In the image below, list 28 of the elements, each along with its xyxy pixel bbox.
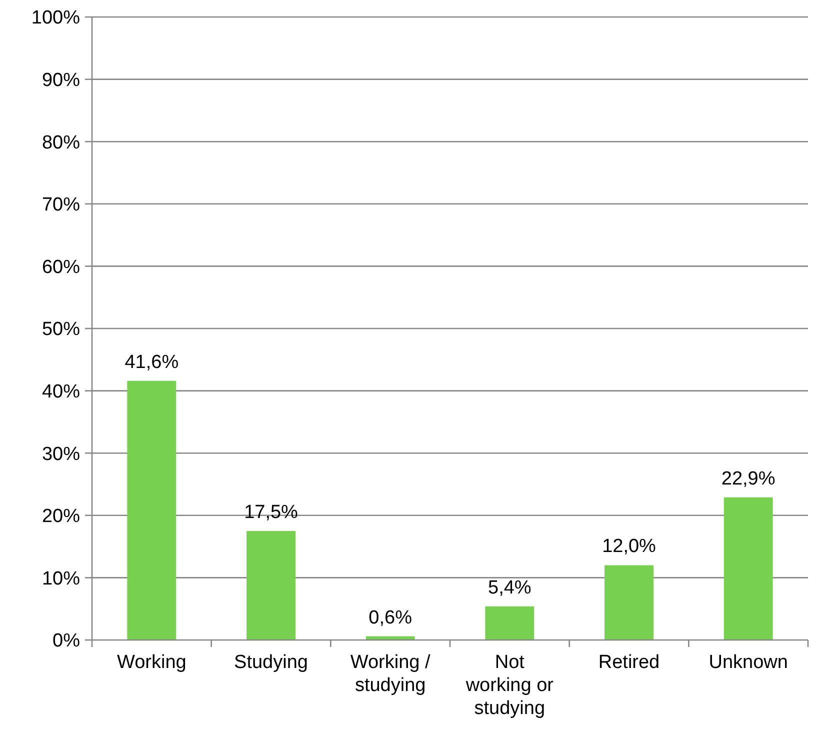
bar xyxy=(485,606,534,640)
y-tick-label: 20% xyxy=(42,506,80,528)
data-label: 41,6% xyxy=(124,352,179,373)
x-tick-label: Retired xyxy=(598,652,660,673)
x-tick-label: Working xyxy=(116,652,186,673)
x-tick-label: Unknown xyxy=(708,652,788,673)
y-tick-label: 90% xyxy=(42,70,80,91)
data-label: 22,9% xyxy=(721,468,776,490)
bar xyxy=(604,565,654,640)
y-tick-label: 50% xyxy=(42,319,80,340)
x-tick-label: Working / studying xyxy=(350,652,431,696)
bar xyxy=(127,380,176,640)
y-tick-label: 30% xyxy=(42,444,80,465)
y-tick-label: 10% xyxy=(42,568,80,590)
y-tick-label: 0% xyxy=(52,630,80,652)
x-tick-label: Studying xyxy=(234,652,308,673)
y-tick-label: 40% xyxy=(42,381,80,402)
data-label: 12,0% xyxy=(602,536,656,558)
x-tick-label: Not working or studying xyxy=(464,652,554,719)
bar xyxy=(246,530,296,640)
y-tick-label: 70% xyxy=(42,194,80,216)
data-label: 5,4% xyxy=(488,577,532,598)
bar xyxy=(724,497,773,640)
y-tick-label: 100% xyxy=(31,8,80,29)
y-tick-label: 80% xyxy=(42,132,80,154)
data-label: 0,6% xyxy=(368,607,412,628)
data-label: 17,5% xyxy=(244,502,298,523)
y-tick-label: 60% xyxy=(42,256,80,278)
